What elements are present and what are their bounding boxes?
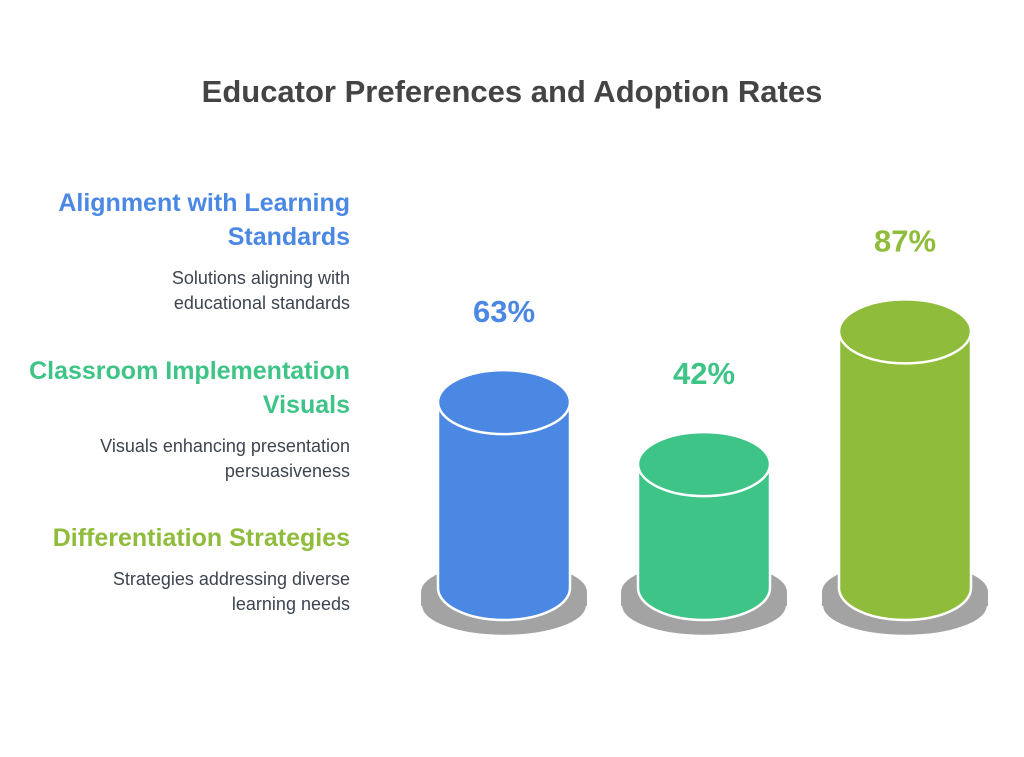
cylinder-top [436, 368, 572, 436]
legend-description: Visuals enhancing presentation persuasive… [10, 434, 350, 484]
legend-heading: Alignment with Learning Standards [58, 189, 350, 251]
cylinder-body [636, 462, 772, 622]
cylinder-top [636, 430, 772, 498]
legend-heading: Classroom Implementation Visuals [29, 357, 350, 419]
cylinder-body [436, 400, 572, 622]
description-line: Solutions aligning with [171, 268, 350, 288]
base-plate-edge [419, 605, 589, 638]
description-line: learning needs [231, 594, 350, 614]
description-line: educational standards [173, 293, 350, 313]
legend-item-alignment: Alignment with Learning Standards Soluti… [10, 186, 350, 316]
legend-item-classroom: Classroom Implementation Visuals Visuals… [10, 354, 350, 484]
cylinder-top [837, 298, 973, 365]
chart-title: Educator Preferences and Adoption Rates [201, 74, 823, 109]
base-plate-edge [619, 605, 789, 638]
value-label: 63% [473, 294, 535, 329]
base-plate-edge [820, 605, 990, 638]
legend-description: Solutions aligning with educational stand… [10, 266, 350, 316]
value-label: 42% [673, 356, 735, 391]
description-line: persuasiveness [224, 461, 350, 481]
value-label: 87% [874, 223, 936, 258]
description-line: Strategies addressing diverse [112, 569, 350, 589]
legend-description: Strategies addressing diverse learning ne… [10, 567, 350, 617]
cylinder-body [837, 330, 973, 622]
description-line: Visuals enhancing presentation [100, 436, 350, 456]
legend-item-differentiation: Differentiation Strategies Strategies ad… [10, 521, 350, 617]
legend-heading: Differentiation Strategies [52, 524, 350, 552]
